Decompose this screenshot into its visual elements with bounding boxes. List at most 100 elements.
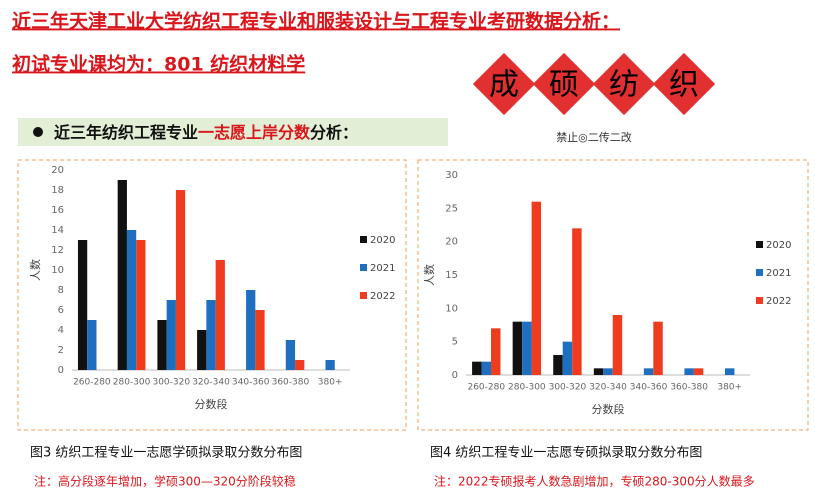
legend-label: 2021 <box>766 268 791 279</box>
section-bg <box>18 118 448 146</box>
x-tick-label: 380+ <box>717 383 742 393</box>
bar <box>531 201 542 375</box>
stamp-diamond <box>532 52 596 116</box>
y-tick-label: 8 <box>58 285 64 296</box>
bar <box>512 321 523 375</box>
section-part: 分析： <box>310 123 358 142</box>
bar <box>472 361 482 375</box>
legend-label: 2022 <box>766 296 791 307</box>
header-title: 近三年天津工业大学纺织工程专业和服装设计与工程专业考研数据分析： <box>12 10 620 33</box>
legend-label: 2021 <box>370 263 395 274</box>
y-tick-label: 2 <box>58 345 64 356</box>
legend-swatch <box>756 297 763 304</box>
x-tick-label: 300-320 <box>152 378 190 388</box>
bar <box>285 340 296 370</box>
x-tick-label: 280-300 <box>113 378 151 388</box>
chart-frame <box>417 159 809 431</box>
x-axis-label: 分数段 <box>195 397 228 411</box>
bar <box>481 361 492 375</box>
y-tick-label: 20 <box>445 237 458 248</box>
chart-frame <box>17 159 407 431</box>
y-tick-label: 16 <box>51 205 64 216</box>
stamp-diamond <box>592 52 656 116</box>
x-tick-label: 360-380 <box>670 383 708 393</box>
x-tick-label: 260-280 <box>73 378 111 388</box>
chart-note: 注：2022专硕报考人数急剧增加，专硕280-300分人数最多 <box>434 474 755 489</box>
bar <box>77 240 88 370</box>
section-heading: 近三年纺织工程专业一志愿上岸分数分析： <box>54 123 358 142</box>
stamp-char: 纺 <box>609 68 639 103</box>
stamp-motto: 禁止◎二传二改 <box>556 130 632 144</box>
legend-swatch <box>360 236 367 243</box>
chart-note: 注：高分段逐年增加，学硕300—320分阶段较稳 <box>34 474 296 489</box>
legend-swatch <box>360 292 367 299</box>
y-tick-label: 30 <box>445 170 458 181</box>
bar <box>562 341 573 375</box>
bar <box>593 368 604 375</box>
y-tick-label: 6 <box>58 305 64 316</box>
bar <box>246 290 256 370</box>
y-tick-label: 18 <box>51 185 64 196</box>
section-part: 一志愿上岸分数 <box>198 123 311 142</box>
bar <box>87 320 97 370</box>
x-tick-label: 280-300 <box>508 383 546 393</box>
y-tick-label: 25 <box>445 203 458 214</box>
stamp-char: 成 <box>489 68 519 103</box>
bar <box>215 260 225 370</box>
y-tick-label: 5 <box>452 337 458 348</box>
legend-label: 2020 <box>370 235 395 246</box>
bar <box>126 230 137 370</box>
y-tick-label: 10 <box>445 303 458 314</box>
bar <box>166 300 176 370</box>
bar <box>157 320 167 370</box>
y-tick-label: 20 <box>51 165 64 176</box>
y-axis-label: 人数 <box>423 264 436 286</box>
bar <box>491 328 501 375</box>
y-axis-label: 人数 <box>29 259 42 281</box>
bar <box>136 240 146 370</box>
y-tick-label: 4 <box>58 325 64 336</box>
legend-swatch <box>360 264 367 271</box>
bar <box>684 368 694 375</box>
x-tick-label: 360-380 <box>272 378 310 388</box>
y-tick-label: 10 <box>51 265 64 276</box>
bar <box>603 368 613 375</box>
bar <box>724 368 735 375</box>
legend-label: 2022 <box>370 291 395 302</box>
stamp: 成 硕 纺 织 禁止◎二传二改 <box>472 52 716 144</box>
bar <box>175 190 186 370</box>
bar <box>255 310 265 370</box>
x-tick-label: 260-280 <box>467 383 505 393</box>
section-part: 近三年纺织工程专业 <box>54 123 198 142</box>
bar <box>117 180 127 370</box>
x-tick-label: 300-320 <box>549 383 587 393</box>
bar <box>206 300 216 370</box>
legend-swatch <box>756 241 763 248</box>
x-tick-label: 320-340 <box>192 378 230 388</box>
y-tick-label: 15 <box>445 270 458 281</box>
stamp-char: 织 <box>669 68 699 103</box>
bar <box>325 360 335 370</box>
bar <box>197 330 207 370</box>
stamp-diamond <box>652 52 716 116</box>
y-tick-label: 14 <box>51 225 64 236</box>
bar <box>572 228 582 375</box>
bar <box>522 321 532 375</box>
bar <box>693 368 704 375</box>
legend-label: 2020 <box>766 240 791 251</box>
x-axis-label: 分数段 <box>592 402 625 416</box>
legend-swatch <box>756 269 763 276</box>
x-tick-label: 340-360 <box>630 383 668 393</box>
y-tick-label: 0 <box>452 370 458 381</box>
stamp-diamond <box>472 52 536 116</box>
y-tick-label: 0 <box>58 365 64 376</box>
x-tick-label: 340-360 <box>232 378 270 388</box>
bar <box>295 360 305 370</box>
x-tick-label: 320-340 <box>589 383 627 393</box>
chart-caption: 图3 纺织工程专业一志愿学硕拟录取分数分布图 <box>30 445 302 461</box>
header-subtitle: 初试专业课均为：801 纺织材料学 <box>12 53 305 76</box>
x-tick-label: 380+ <box>318 378 343 388</box>
y-tick-label: 12 <box>51 245 64 256</box>
